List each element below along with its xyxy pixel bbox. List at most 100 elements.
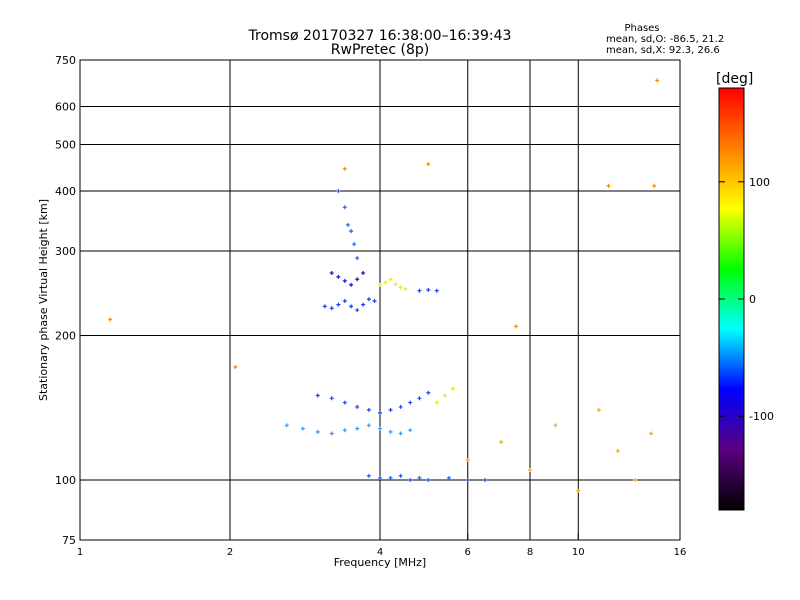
data-point	[342, 400, 347, 405]
data-point	[336, 274, 341, 279]
data-point	[300, 426, 305, 431]
data-point	[342, 428, 347, 433]
data-point	[426, 390, 431, 395]
data-point	[355, 256, 360, 261]
data-point	[417, 396, 422, 401]
data-point	[378, 282, 382, 287]
data-point	[528, 467, 532, 472]
data-point	[383, 280, 388, 285]
data-point	[355, 404, 360, 409]
x-tick-label: 2	[227, 547, 233, 558]
data-point	[336, 302, 341, 307]
data-point	[442, 393, 447, 398]
data-point	[465, 478, 470, 483]
data-point	[378, 426, 382, 431]
data-point	[633, 478, 638, 483]
data-point	[329, 431, 334, 436]
data-point	[465, 458, 470, 463]
phases-title: Phases	[624, 23, 659, 34]
data-point	[426, 478, 431, 483]
data-point	[352, 242, 357, 247]
x-axis-ticks: 1 2 4 6 8 10 16	[77, 534, 687, 558]
data-point	[355, 277, 360, 282]
data-point	[398, 285, 403, 290]
data-point	[361, 270, 366, 275]
x-tick-label: 1	[77, 547, 83, 558]
data-point	[378, 410, 382, 415]
data-point	[649, 431, 654, 436]
colorbar-tick-label: -100	[749, 410, 774, 423]
data-point	[615, 448, 620, 453]
phases-line-o: mean, sd,O: -86.5, 21.2	[606, 34, 724, 45]
data-point	[499, 440, 504, 445]
data-point	[349, 229, 354, 234]
data-point	[315, 393, 320, 398]
y-tick-label: 100	[55, 474, 76, 487]
data-point	[388, 475, 393, 480]
x-tick-label: 10	[572, 547, 585, 558]
colorbar-tick-label: 100	[749, 176, 770, 189]
data-point	[398, 473, 403, 478]
data-point	[388, 277, 393, 282]
x-axis-label: Frequency [MHz]	[334, 556, 426, 569]
data-point	[426, 162, 431, 167]
data-point	[606, 183, 611, 188]
y-tick-label: 300	[55, 245, 76, 258]
x-tick-label: 8	[527, 547, 533, 558]
data-point	[408, 478, 413, 483]
chart-title: Tromsø 20170327 16:38:00–16:39:43	[248, 28, 512, 44]
data-point	[514, 324, 519, 329]
y-tick-label: 200	[55, 330, 76, 343]
data-point	[408, 428, 413, 433]
data-point	[378, 475, 382, 480]
data-point	[284, 423, 289, 428]
data-point	[417, 288, 422, 293]
data-point	[403, 287, 408, 292]
data-point	[652, 183, 657, 188]
data-point	[342, 299, 347, 304]
data-point	[483, 478, 488, 483]
phases-line-x: mean, sd,X: 92.3, 26.6	[606, 45, 720, 56]
data-point	[345, 222, 350, 227]
colorbar-tick-label: 0	[749, 293, 756, 306]
y-tick-label: 75	[62, 534, 76, 547]
colorbar-ticks: 100 0 -100	[719, 176, 774, 423]
data-point	[434, 400, 439, 405]
data-point	[361, 302, 366, 307]
data-point	[329, 396, 334, 401]
data-point	[355, 308, 360, 313]
data-point	[596, 407, 601, 412]
data-point	[336, 189, 341, 194]
data-point	[576, 488, 581, 493]
data-point	[408, 400, 413, 405]
data-point	[398, 404, 403, 409]
x-tick-label: 16	[674, 547, 687, 558]
data-point	[417, 475, 422, 480]
data-point	[108, 317, 113, 322]
x-tick-label: 4	[377, 547, 383, 558]
data-point	[366, 407, 371, 412]
data-point	[349, 282, 354, 287]
data-point	[233, 364, 238, 369]
y-axis-ticks: 75 100 200 300 400 500 600 750	[55, 54, 88, 547]
data-point	[450, 386, 455, 391]
colorbar-label: [deg]	[716, 71, 753, 87]
data-point	[329, 306, 334, 311]
data-point	[655, 78, 660, 83]
y-tick-label: 600	[55, 101, 76, 114]
data-point	[349, 304, 354, 309]
data-point	[553, 423, 558, 428]
x-tick-label: 6	[465, 547, 471, 558]
data-point	[426, 287, 431, 292]
data-point	[388, 407, 393, 412]
data-point	[434, 288, 439, 293]
data-point	[446, 475, 451, 480]
data-point	[366, 473, 371, 478]
data-point	[322, 304, 327, 309]
y-tick-label: 750	[55, 54, 76, 67]
data-point	[342, 278, 347, 283]
data-point	[366, 297, 371, 302]
y-tick-label: 400	[55, 185, 76, 198]
data-point	[342, 205, 347, 210]
